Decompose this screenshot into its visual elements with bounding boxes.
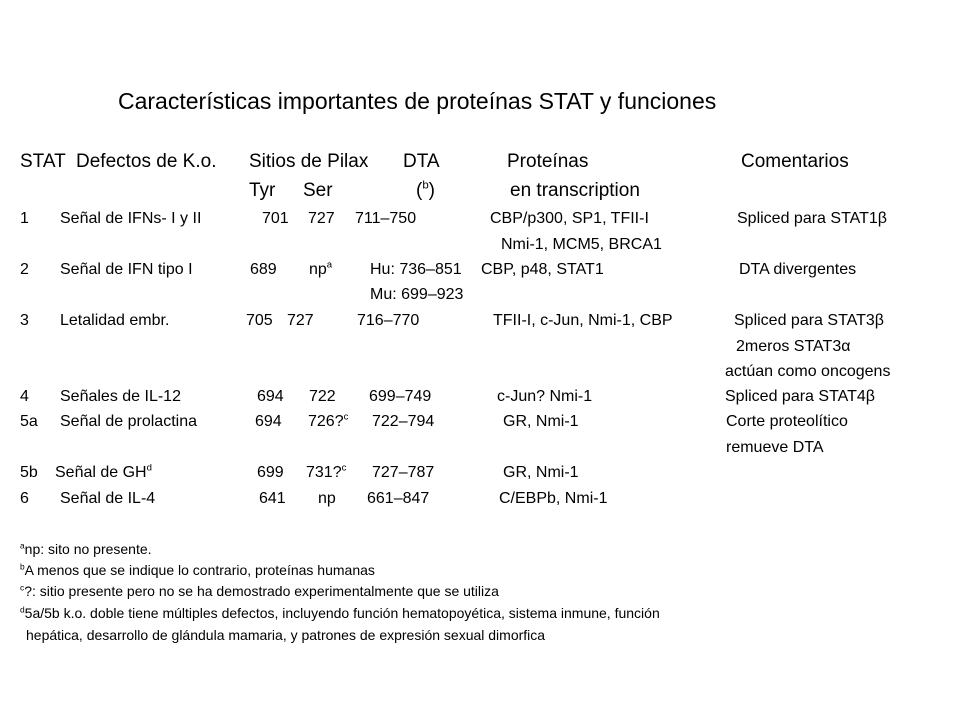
row3-comment-cont2: actúan como oncogens — [725, 363, 891, 380]
row1-stat: 1 — [20, 210, 29, 227]
row5a-ko: Señal de prolactina — [60, 413, 197, 430]
row1-dta: 711–750 — [355, 210, 417, 227]
row2-dta-cont: Mu: 699–923 — [370, 286, 464, 303]
row4-stat: 4 — [20, 388, 29, 405]
row2-dta: Hu: 736–851 — [370, 261, 462, 278]
row5a-ser: 726?c — [308, 411, 349, 430]
row5b-tyr: 699 — [257, 464, 284, 481]
row4-proteins: c-Jun? Nmi-1 — [497, 388, 593, 405]
header-ser: Ser — [303, 180, 333, 201]
row1-comment: Spliced para STAT1β — [737, 210, 888, 227]
row5a-proteins: GR, Nmi-1 — [503, 413, 579, 430]
header-dta-note: (b) — [416, 179, 435, 201]
header-stat: STAT — [20, 151, 66, 172]
footnote-d: d5a/5b k.o. doble tiene múltiples defect… — [20, 604, 660, 621]
row3-ko: Letalidad embr. — [60, 312, 170, 329]
row2-ser: npa — [309, 259, 333, 278]
header-tyr: Tyr — [249, 180, 276, 201]
row4-tyr: 694 — [257, 388, 284, 405]
header-proteins: Proteínas — [507, 151, 589, 172]
row5b-ko: Señal de GHd — [55, 462, 152, 481]
row2-comment: DTA divergentes — [739, 261, 857, 278]
row3-ser: 727 — [287, 312, 314, 329]
row1-proteins: CBP/p300, SP1, TFII-I — [490, 210, 649, 227]
row5b-stat: 5b — [20, 464, 38, 481]
row2-stat: 2 — [20, 261, 29, 278]
row5a-comment-cont: remueve DTA — [726, 439, 824, 456]
row4-comment: Spliced para STAT4β — [725, 388, 876, 405]
row2-proteins: CBP, p48, STAT1 — [481, 261, 604, 278]
header-sites: Sitios de Pilax — [249, 151, 369, 172]
row5b-dta: 727–787 — [372, 464, 435, 481]
header-comments: Comentarios — [741, 151, 849, 172]
header-ko-defects: Defectos de K.o. — [76, 151, 217, 172]
row5a-tyr: 694 — [255, 413, 282, 430]
row3-tyr: 705 — [246, 312, 273, 329]
row4-dta: 699–749 — [369, 388, 432, 405]
row6-dta: 661–847 — [367, 490, 430, 507]
header-in-transcription: en transcription — [510, 180, 640, 201]
row4-ko: Señales de IL-12 — [60, 388, 181, 405]
footnote-a: anp: sito no presente. — [20, 540, 152, 557]
row3-comment: Spliced para STAT3β — [734, 312, 885, 329]
row5a-dta: 722–794 — [372, 413, 435, 430]
row5a-comment: Corte proteolítico — [726, 413, 848, 430]
row6-ser: np — [318, 490, 336, 507]
row3-dta: 716–770 — [357, 312, 420, 329]
footnote-c: c?: sitio presente pero no se ha demostr… — [20, 582, 499, 599]
row1-ko: Señal de IFNs- I y II — [60, 210, 202, 227]
row2-tyr: 689 — [250, 261, 277, 278]
row6-ko: Señal de IL-4 — [60, 490, 156, 507]
row6-tyr: 641 — [259, 490, 286, 507]
row1-tyr: 701 — [262, 210, 289, 227]
header-dta: DTA — [403, 151, 440, 172]
row1-proteins-cont: Nmi-1, MCM5, BRCA1 — [501, 236, 662, 253]
row2-ko: Señal de IFN tipo I — [60, 261, 193, 278]
row3-proteins: TFII-I, c-Jun, Nmi-1, CBP — [493, 312, 673, 329]
footnote-d-cont: hepática, desarrollo de glándula mamaria… — [26, 627, 546, 643]
row4-ser: 722 — [309, 388, 336, 405]
row6-stat: 6 — [20, 490, 29, 507]
row3-stat: 3 — [20, 312, 29, 329]
row5b-ser: 731?c — [306, 462, 347, 481]
row3-comment-cont: 2meros STAT3α — [736, 338, 851, 355]
row6-proteins: C/EBPb, Nmi-1 — [499, 490, 608, 507]
row5b-proteins: GR, Nmi-1 — [503, 464, 579, 481]
row5a-stat: 5a — [20, 413, 38, 430]
footnote-b: bA menos que se indique lo contrario, pr… — [20, 561, 375, 578]
slide-title: Características importantes de proteínas… — [118, 88, 717, 114]
row1-ser: 727 — [308, 210, 335, 227]
